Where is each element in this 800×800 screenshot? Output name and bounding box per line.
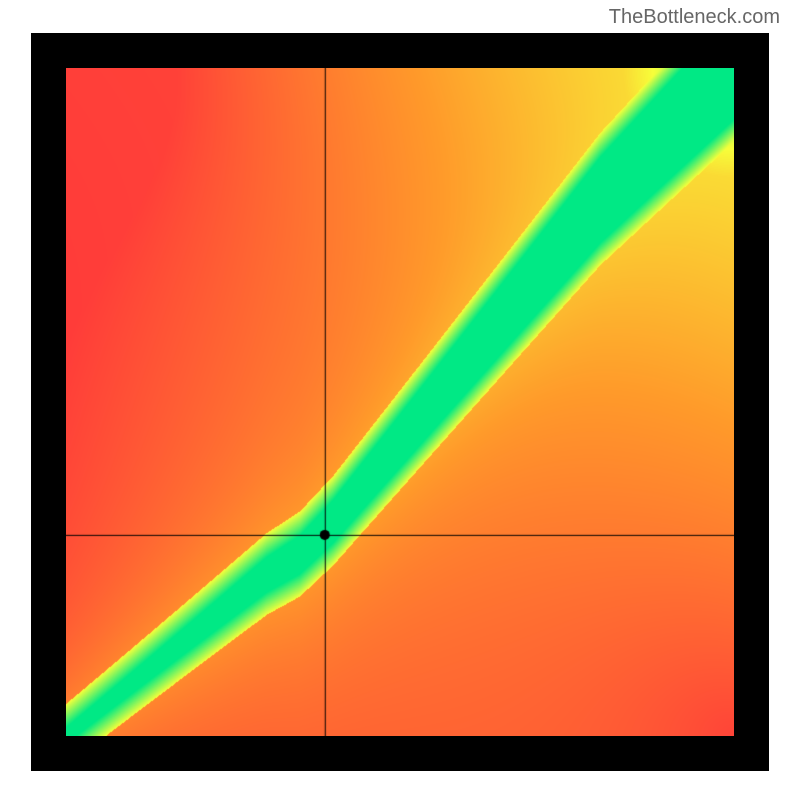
chart-container: TheBottleneck.com xyxy=(0,0,800,800)
watermark-label: TheBottleneck.com xyxy=(609,6,780,29)
crosshair-overlay xyxy=(66,68,734,736)
